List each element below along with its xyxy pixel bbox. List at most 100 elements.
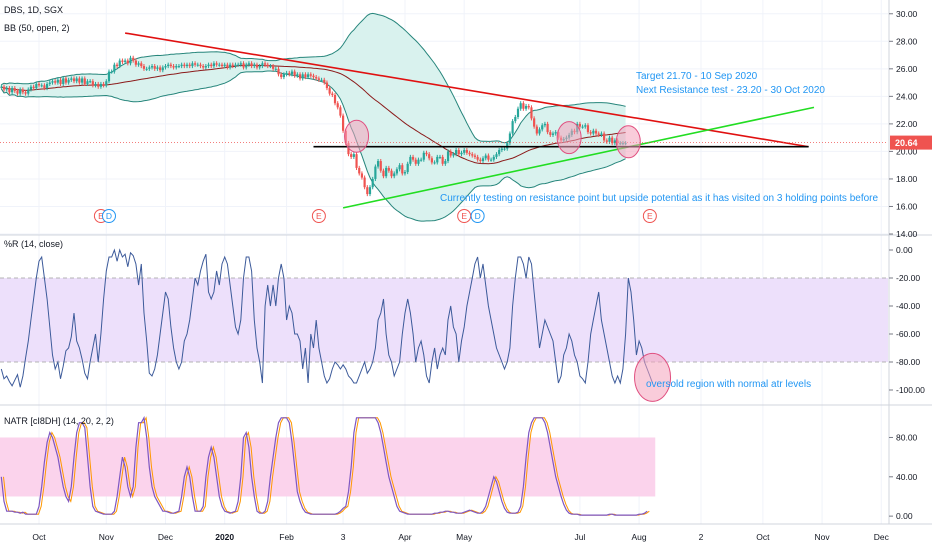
candle-body — [350, 154, 353, 157]
candle-body — [269, 66, 272, 68]
candle-body — [32, 86, 35, 89]
candle-body — [479, 159, 482, 162]
candle-body — [8, 88, 11, 93]
candle-body — [541, 125, 544, 130]
candle-body — [148, 67, 151, 69]
natr-tick-label: 0.00 — [896, 511, 913, 521]
candle-body — [78, 78, 81, 83]
candle-body — [2, 86, 6, 90]
date-tick-label: 2020 — [215, 532, 234, 542]
candle-body — [40, 85, 43, 87]
candle-body — [19, 89, 22, 94]
candle-body — [226, 64, 229, 68]
candle-body — [360, 173, 364, 178]
time-axis[interactable]: Oct Nov Dec 2020 Feb 3 Apr May Jul Aug 2 Oct Nov Dec — [32, 532, 889, 542]
candle-body — [524, 105, 528, 109]
candle-body — [193, 63, 197, 65]
price-tick-label: 22.00 — [896, 119, 918, 129]
target-annotation: Target 21.70 - 10 Sep 2020 — [636, 71, 758, 82]
candle-body — [420, 159, 423, 161]
bb-indicator-label: BB (50, open, 2) — [4, 23, 70, 33]
natr-tick-label: 40.00 — [896, 472, 918, 482]
wr-tick-label: -20.00 — [896, 273, 920, 283]
candle-body — [519, 103, 522, 109]
williams-r-series — [0, 248, 888, 402]
candle-body — [94, 83, 97, 86]
candle-body — [202, 66, 205, 68]
candle-body — [320, 79, 323, 81]
candle-body — [288, 72, 291, 75]
candle-body — [169, 64, 172, 67]
candle-body — [293, 71, 296, 76]
candle-body — [255, 64, 259, 68]
candle-body — [430, 158, 433, 163]
candle-body — [473, 155, 477, 157]
candle-body — [336, 103, 339, 108]
wr-tick-label: -60.00 — [896, 329, 920, 339]
event-badge-label: E — [461, 211, 467, 221]
candle-body — [471, 154, 474, 156]
candle-body — [436, 156, 439, 163]
candle-body — [245, 64, 248, 68]
candle-body — [124, 60, 127, 62]
candle-body — [506, 143, 509, 149]
candle-body — [45, 83, 49, 89]
candle-body — [379, 161, 382, 171]
candle-body — [341, 115, 345, 131]
candle-body — [121, 60, 124, 62]
candle-body — [183, 64, 186, 67]
candle-body — [285, 72, 288, 75]
candle-body — [586, 125, 590, 133]
candle-body — [80, 78, 84, 83]
candle-body — [126, 60, 129, 64]
candle-body — [307, 74, 310, 78]
price-tick-label: 16.00 — [896, 201, 918, 211]
candle-body — [401, 165, 404, 174]
candle-body — [395, 169, 399, 174]
price-tick-label: 30.00 — [896, 9, 918, 19]
candle-body — [500, 148, 503, 151]
natr-tick-label: 80.00 — [896, 432, 918, 442]
candle-body — [237, 64, 240, 66]
candle-body — [21, 89, 24, 93]
candle-body — [584, 125, 587, 127]
candle-body — [282, 74, 285, 78]
candle-body — [29, 86, 33, 90]
candle-body — [368, 187, 372, 195]
dividend-badge — [101, 209, 116, 223]
candle-body — [409, 156, 412, 164]
candle-body — [433, 162, 436, 164]
price-tick-label: 18.00 — [896, 174, 918, 184]
wr-tick-label: -80.00 — [896, 357, 920, 367]
candle-body — [24, 92, 27, 94]
last-price-tag — [890, 135, 932, 150]
candle-body — [212, 63, 216, 67]
candle-body — [177, 66, 181, 68]
candle-body — [487, 155, 490, 160]
price-axis[interactable]: 30.00 28.00 26.00 24.00 22.00 20.00 18.00 16.00… — [889, 9, 932, 521]
oversold-annotation: oversold region with normal atr levels — [646, 379, 811, 390]
candle-body — [218, 64, 221, 66]
candle-body — [145, 68, 148, 70]
candle-body — [551, 133, 555, 135]
support-trendline — [342, 106, 815, 209]
earnings-badge — [311, 209, 326, 223]
candle-body — [452, 154, 455, 156]
candle-body — [398, 165, 401, 170]
candle-body — [495, 154, 498, 157]
wr-indicator-label: %R (14, close) — [4, 239, 63, 249]
candle-body — [64, 78, 68, 83]
candle-body — [315, 77, 318, 79]
candle-body — [16, 90, 19, 94]
candle-body — [118, 60, 121, 67]
candle-body — [444, 161, 447, 164]
candle-body — [35, 83, 38, 89]
event-badge-label: D — [475, 211, 481, 221]
oversold-circle — [634, 352, 672, 402]
candle-body — [115, 64, 119, 67]
date-tick-label: Nov — [815, 532, 831, 542]
candle-body — [613, 140, 616, 144]
candle-body — [387, 167, 390, 171]
candle-body — [97, 83, 100, 87]
